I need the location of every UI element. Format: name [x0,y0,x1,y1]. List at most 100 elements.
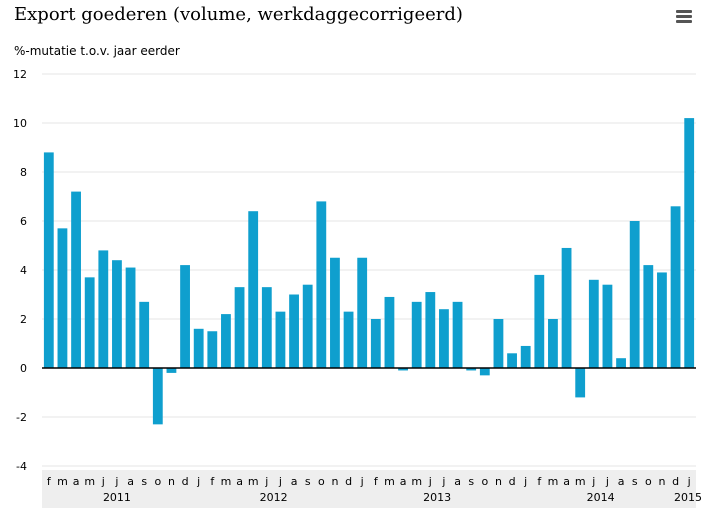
bar [452,301,463,368]
x-tick-label: d [345,475,352,488]
bar [302,284,313,368]
x-tick-label: m [411,475,422,488]
x-tick-label: j [428,475,432,488]
x-tick-label: a [400,475,407,488]
bar [43,152,54,368]
year-label: 2011 [103,491,131,504]
x-tick-label: j [523,475,527,488]
y-tick-label: 12 [13,68,27,81]
x-tick-label: d [182,475,189,488]
bar [139,301,150,368]
bar [112,260,122,368]
chart-title: Export goederen (volume, werkdaggecorrig… [14,4,463,25]
year-label: 2013 [423,491,451,504]
y-tick-label: 0 [20,362,27,375]
y-tick-label: 6 [20,215,27,228]
x-tick-label: n [495,475,502,488]
bar [575,368,586,398]
bar [439,309,449,368]
x-tick-label: j [360,475,364,488]
bar [588,279,599,368]
x-tick-label: s [305,475,311,488]
bar [221,314,231,368]
bar [357,257,368,368]
bar [152,368,163,425]
bar [684,118,695,368]
x-tick-label: j [196,475,200,488]
x-tick-label: a [127,475,134,488]
bar [548,319,558,368]
bar [384,296,395,368]
x-tick-label: j [264,475,268,488]
bar [98,250,109,368]
x-tick-label: s [632,475,638,488]
x-tick-label: j [101,475,105,488]
x-tick-label: m [221,475,232,488]
bar [125,267,136,368]
x-tick-label: j [605,475,609,488]
bar [166,368,177,373]
bar [534,274,545,368]
bar [411,301,422,368]
x-tick-label: m [384,475,395,488]
x-tick-label: a [236,475,243,488]
bar [398,368,408,371]
bar [193,328,204,368]
bar [629,221,640,368]
bar [479,368,490,376]
x-tick-label: n [168,475,175,488]
x-tick-label: a [73,475,80,488]
year-label: 2012 [260,491,288,504]
bar [493,319,504,368]
x-tick-label: o [481,475,488,488]
x-tick-label: a [563,475,570,488]
bar [602,284,613,368]
bar [616,358,626,368]
bar [261,287,272,368]
bar [57,228,68,368]
x-tick-label: m [57,475,68,488]
x-tick-label: j [591,475,595,488]
bar [670,206,681,368]
y-tick-label: -4 [16,460,27,473]
x-tick-label: d [672,475,679,488]
y-tick-label: 4 [20,264,27,277]
bar [248,211,259,368]
bar [643,265,654,368]
y-tick-label: 10 [13,117,27,130]
bar [207,331,218,368]
x-tick-label: f [210,475,215,488]
y-tick-label: 8 [20,166,27,179]
x-tick-label: d [509,475,516,488]
x-tick-label: o [318,475,325,488]
bar [657,272,667,368]
x-tick-label: f [47,475,52,488]
menu-icon[interactable] [672,8,696,28]
bar [330,257,340,368]
x-tick-label: s [468,475,474,488]
year-label: 2015 [674,491,702,504]
x-tick-label: a [618,475,625,488]
bar [234,287,245,368]
x-tick-label: j [687,475,691,488]
x-tick-label: n [658,475,665,488]
bar [507,353,517,368]
bar [316,201,327,368]
bar [71,191,81,368]
y-axis-title: %-mutatie t.o.v. jaar eerder [14,44,180,58]
x-tick-label: o [645,475,652,488]
x-tick-label: m [84,475,95,488]
x-tick-label: f [537,475,542,488]
x-tick-label: s [141,475,147,488]
bar [425,292,436,368]
y-tick-label: 2 [20,313,27,326]
x-tick-label: m [248,475,259,488]
x-tick-label: j [441,475,445,488]
bar [561,247,572,368]
x-tick-label: a [454,475,461,488]
bar [343,311,354,368]
bar [520,345,531,368]
bar [289,294,299,368]
bar [84,277,95,368]
